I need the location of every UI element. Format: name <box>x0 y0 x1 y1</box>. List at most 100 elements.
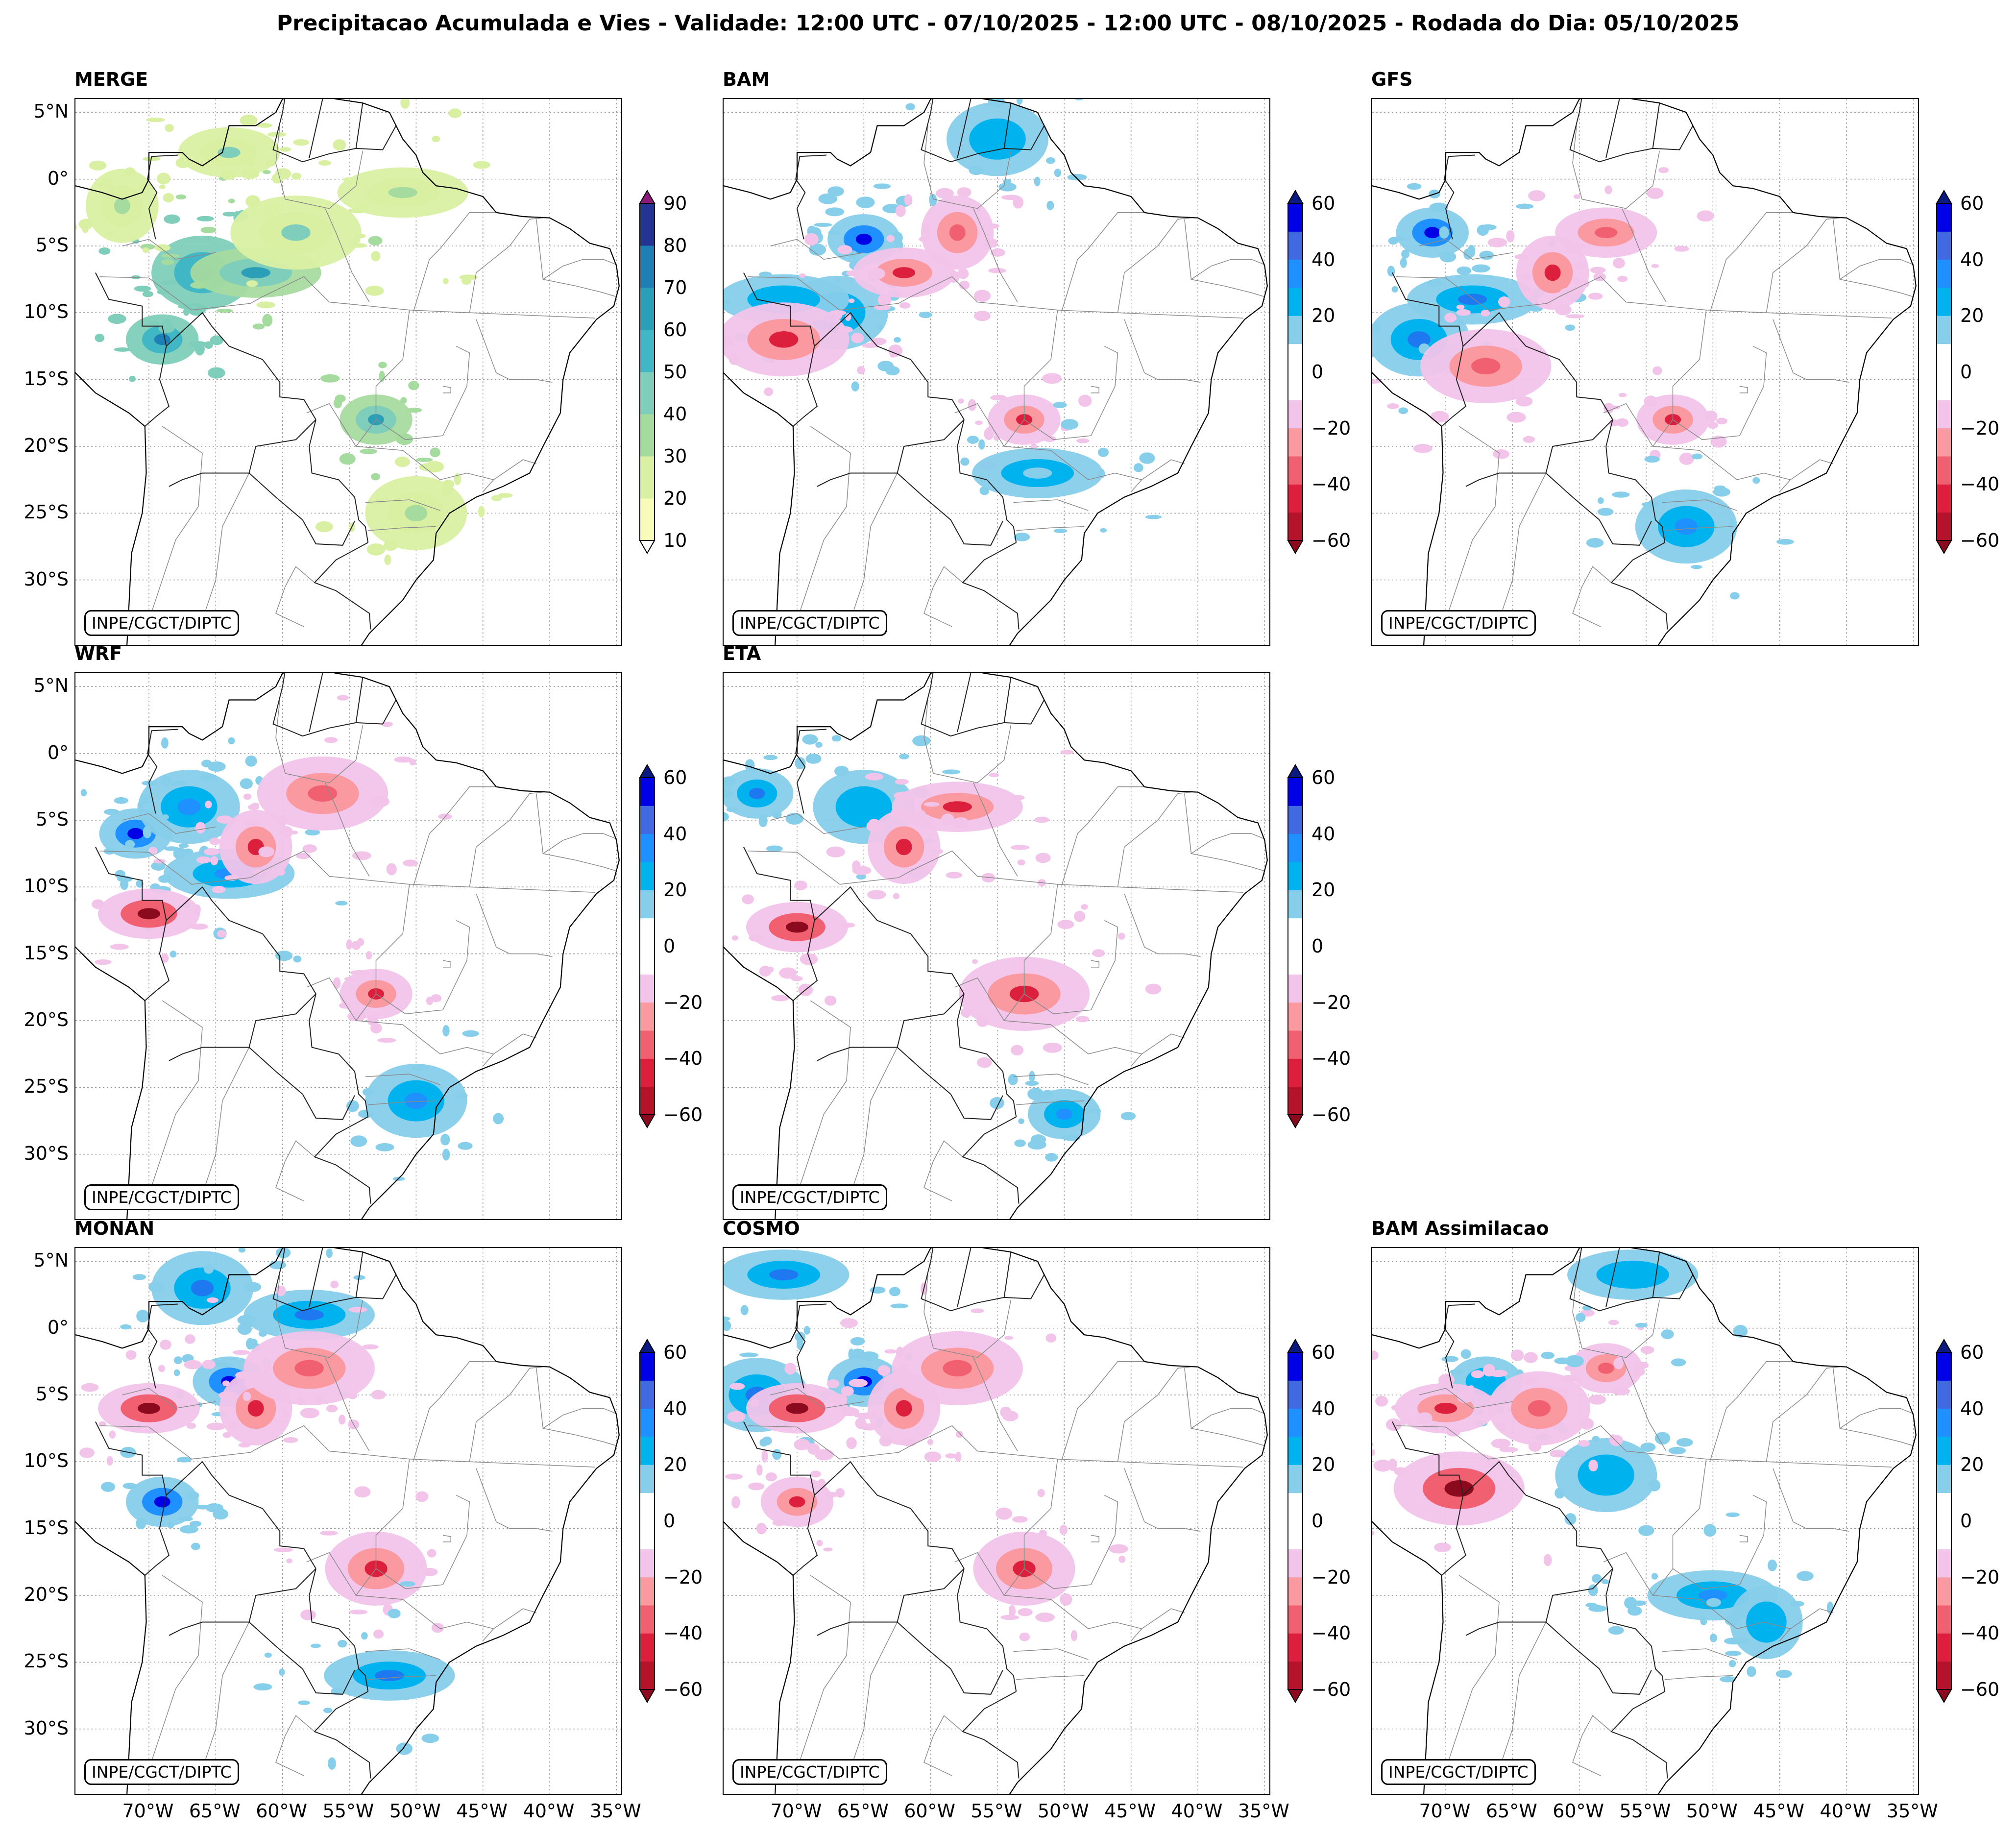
country-border <box>817 1568 965 1636</box>
latitude-tick-label: 25°S <box>24 1650 69 1672</box>
country-border <box>272 686 397 737</box>
credit-label: INPE/CGCT/DIPTC <box>84 610 239 636</box>
state-border <box>923 1140 963 1201</box>
west-coastline <box>75 1521 147 1794</box>
latitude-tick-label: 15°S <box>24 1516 69 1539</box>
colorbar-bin <box>1937 400 1951 429</box>
colorbar-bin <box>640 372 655 415</box>
latitude-tick-label: 0° <box>47 1316 69 1338</box>
latitude-tick-label: 5°S <box>35 808 69 830</box>
country-border <box>309 1248 323 1307</box>
colorbar-bin <box>1937 1605 1951 1634</box>
longitude-tick-label: 65°W <box>1485 1800 1537 1822</box>
colorbar-tick-label: 60 <box>1312 1342 1336 1363</box>
state-border <box>1396 276 1892 318</box>
colorbar-bin <box>640 1437 655 1465</box>
map-svg <box>75 673 621 1219</box>
state-border <box>1124 893 1201 957</box>
colorbar-bin <box>640 1661 655 1690</box>
colorbar-bin <box>640 1521 655 1549</box>
colorbar-bin <box>1288 203 1303 232</box>
state-border <box>1672 310 1767 440</box>
map-panel-eta: INPE/CGCT/DIPTC <box>723 672 1270 1220</box>
colorbar-bin <box>1288 1465 1303 1493</box>
colorbar-tick-label: 40 <box>663 823 687 845</box>
colorbar-bin <box>640 288 655 330</box>
colorbar-extend-low <box>639 1114 656 1129</box>
state-border <box>923 1274 1012 1358</box>
country-border <box>355 677 364 723</box>
state-border <box>1023 310 1118 440</box>
colorbar-bin <box>1288 1437 1303 1465</box>
colorbar-bin <box>1288 1661 1303 1690</box>
country-border <box>1610 1691 1668 1779</box>
map-svg <box>724 673 1269 1219</box>
data-blob <box>185 1280 386 1443</box>
west-coastline <box>75 372 147 645</box>
country-border <box>897 472 1003 546</box>
data-blob <box>840 1282 1057 1462</box>
coastline <box>724 1248 1268 1794</box>
state-border <box>1117 1366 1191 1462</box>
colorbar-bin <box>640 806 655 834</box>
state-border <box>1662 499 1737 511</box>
state-border <box>1013 1074 1089 1085</box>
colorbar-bin <box>640 1633 655 1662</box>
colorbar-tick-label: −60 <box>1312 1104 1351 1125</box>
country-border <box>795 729 827 814</box>
colorbar-bin <box>1937 456 1951 485</box>
map-svg <box>1372 99 1918 645</box>
colorbar-tick-label: 0 <box>1960 1510 1972 1532</box>
state-border <box>1023 884 1118 1015</box>
colorbar-bin <box>640 1058 655 1087</box>
colorbar-tick-label: 60 <box>1312 767 1336 788</box>
country-border <box>743 847 818 1001</box>
state-border <box>469 791 543 887</box>
colorbar-tick-label: −40 <box>663 1622 703 1644</box>
country-border <box>314 1116 371 1204</box>
country-border <box>1579 1248 1582 1262</box>
latitude-tick-label: 20°S <box>24 1583 69 1605</box>
state-border <box>306 1552 357 1596</box>
colorbar-tick-label: 20 <box>1312 1454 1336 1476</box>
longitude-tick-label: 50°W <box>389 1800 441 1822</box>
colorbar-extend-low <box>639 1689 656 1704</box>
longitude-tick-label: 60°W <box>1553 1800 1604 1822</box>
country-border <box>309 673 323 733</box>
state-border <box>1419 1388 1513 1409</box>
country-border <box>1392 1421 1467 1576</box>
colorbar <box>1287 1338 1307 1704</box>
colorbar-tick-label: 40 <box>1312 823 1336 845</box>
colorbar-bin <box>640 1030 655 1059</box>
colorbar-bin <box>1288 428 1303 457</box>
data-blob <box>100 1446 228 1550</box>
country-border <box>957 994 1017 1117</box>
country-border <box>957 99 972 158</box>
state-border <box>1003 993 1185 1054</box>
colorbar-tick-label: −20 <box>1960 1566 2000 1588</box>
country-border <box>795 1303 827 1389</box>
data-blob <box>75 156 171 253</box>
colorbar-bin <box>1288 372 1303 400</box>
state-border <box>1833 219 1914 297</box>
country-border <box>1605 99 1620 158</box>
colorbar-bin <box>1288 1521 1303 1549</box>
colorbar <box>1287 189 1307 555</box>
state-border <box>923 125 1012 209</box>
state-border <box>1839 1408 1914 1429</box>
latitude-tick-label: 5°S <box>35 1383 69 1405</box>
state-border <box>1572 1715 1612 1776</box>
longitude-tick-label: 35°W <box>1886 1800 1938 1822</box>
state-border <box>1710 212 1793 312</box>
colorbar-bin <box>640 1605 655 1634</box>
map-panel-merge: INPE/CGCT/DIPTC <box>74 98 622 646</box>
state-border <box>1013 1648 1089 1660</box>
colorbar-bin <box>1288 288 1303 316</box>
country-border <box>1652 103 1660 149</box>
colorbar-tick-label: 40 <box>1960 248 1984 270</box>
country-border <box>309 994 369 1117</box>
country-border <box>309 99 323 158</box>
country-border <box>95 1421 170 1576</box>
state-border <box>1396 1425 1892 1467</box>
coastline <box>724 99 1268 645</box>
